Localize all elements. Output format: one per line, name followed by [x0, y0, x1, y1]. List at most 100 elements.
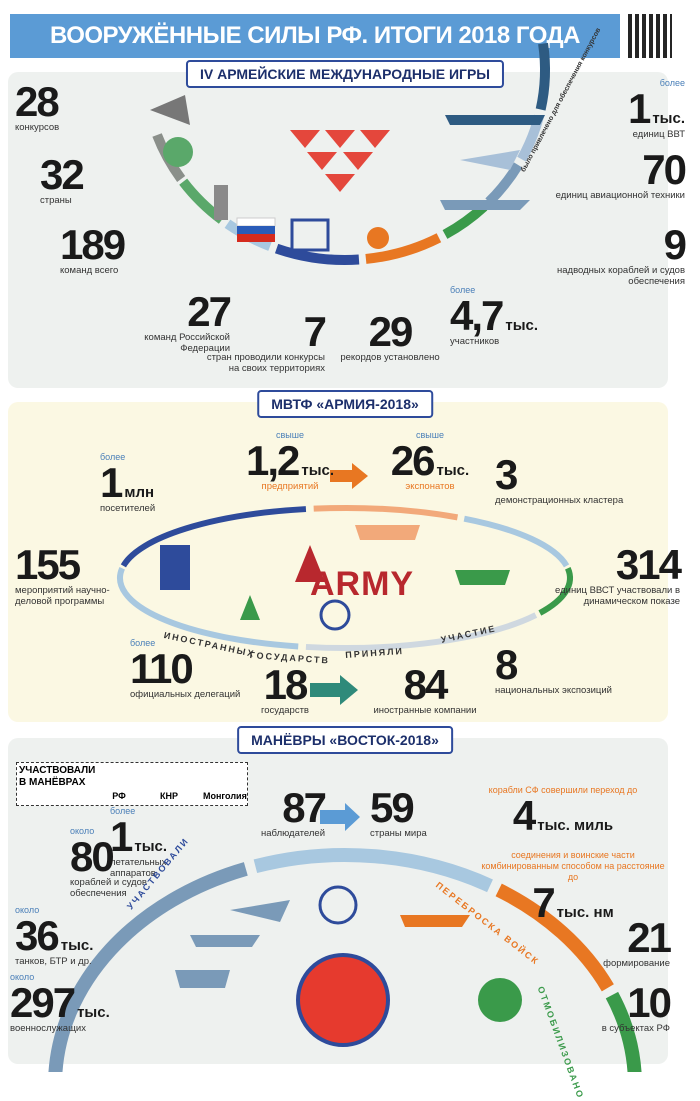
stat-row: 84 — [365, 664, 485, 706]
globe-icon — [318, 885, 358, 925]
stat-unit: тыс. нм — [556, 904, 614, 921]
stat-label: в субъектах РФ — [601, 1023, 670, 1034]
section-games — [8, 72, 668, 388]
stat-row: 26 тыс. — [375, 440, 485, 482]
plane-icon — [230, 900, 290, 922]
stat-label: экспонатов — [405, 481, 455, 492]
arc-segment — [117, 567, 299, 650]
arrow — [330, 463, 368, 489]
stat-value: 155 — [15, 541, 81, 588]
stat-label: участников — [450, 336, 500, 347]
stat-value: 18 — [263, 661, 309, 708]
stat-value: 7 — [532, 879, 555, 926]
plane-icon — [460, 150, 520, 170]
arc-segment — [120, 506, 307, 568]
stat-label: военнослужащих — [10, 1023, 86, 1034]
stat: 314 единиц ВВСТ участвовали в динамическо… — [540, 544, 682, 608]
stat-row: 8 — [495, 644, 625, 686]
section-title: МАНЁВРЫ «ВОСТОК-2018» — [237, 726, 453, 754]
stat-label: государств — [261, 705, 309, 716]
stat-unit: млн — [124, 484, 155, 501]
country-name: КНР — [160, 791, 178, 801]
stat: 7 стран проводили конкурсы на своих терри… — [195, 311, 327, 375]
arrow — [320, 803, 360, 831]
stat-row: 29 — [335, 311, 445, 353]
tank-icon — [355, 525, 420, 540]
arc-segment — [485, 162, 523, 206]
stat-value: 87 — [282, 784, 327, 831]
stat: корабли СФ совершили переход до 4 тыс. мил… — [468, 785, 658, 839]
stat-value: 7 — [303, 308, 327, 355]
stat-prefix: свыше — [276, 430, 304, 440]
stat-value: 80 — [70, 833, 115, 880]
apc-icon — [175, 970, 230, 988]
section-title: МВТФ «АРМИЯ-2018» — [257, 390, 433, 418]
stat-value: 84 — [403, 661, 449, 708]
manoeuvre-emblem — [296, 953, 390, 1047]
stat-label: кораблей и судов обеспечения — [70, 877, 147, 899]
stat: 189 команд всего — [60, 224, 190, 277]
arc-segment — [365, 233, 442, 264]
stat-row: 80 — [70, 836, 180, 878]
stat-value: 4 — [512, 792, 536, 839]
stat-value: 27 — [187, 288, 232, 335]
stat: 10 в субъектах РФ — [585, 982, 672, 1035]
stat-value: 3 — [495, 451, 518, 498]
stat: 21 формирование — [585, 917, 672, 970]
stat: 155 мероприятий научно-деловой программы — [15, 544, 135, 608]
stat: 70 единиц авиационной техники — [550, 149, 687, 202]
stat-label: летательных аппаратов — [110, 857, 167, 879]
arc-segment — [538, 567, 573, 616]
stat-prefix: свыше — [416, 430, 444, 440]
stat-value: 28 — [15, 78, 60, 125]
stat-row: 21 — [585, 917, 672, 959]
stat-row: 314 — [540, 544, 682, 586]
stat: 84 иностранные компании — [365, 664, 485, 717]
stat-label: формирование — [603, 958, 670, 969]
stat-label: иностранные компании — [373, 705, 477, 716]
stat-label: конкурсов — [15, 122, 60, 133]
stat-row: 110 — [130, 648, 250, 690]
arc-segment — [253, 848, 493, 893]
stat-label: демонстрационных кластера — [495, 495, 624, 506]
stat-value: 4,7 — [450, 292, 504, 339]
stat-label: национальных экспозиций — [495, 685, 612, 696]
section-title: IV АРМЕЙСКИЕ МЕЖДУНАРОДНЫЕ ИГРЫ — [185, 60, 505, 88]
stat: около 36 тыс. танков, БТР и др. — [15, 905, 135, 967]
arc-segment — [463, 515, 570, 568]
stat: 3 демонстрационных кластера — [495, 454, 635, 507]
stat-row: 155 — [15, 544, 135, 586]
stat-prefix: более — [450, 285, 476, 295]
stat-row: 28 — [15, 81, 135, 123]
medal-icon — [367, 227, 389, 249]
stat-unit: тыс. — [134, 838, 168, 855]
stat-prefix: около — [10, 972, 35, 982]
stat: 8 национальных экспозиций — [495, 644, 625, 697]
stat-unit: тыс. — [77, 1004, 110, 1021]
stat: более 4,7 тыс. участников — [450, 285, 580, 347]
stat: около 297 тыс. военнослужащих — [10, 972, 140, 1034]
stat: 59 страны мира — [370, 787, 480, 840]
bmp-icon — [455, 570, 510, 585]
stat-row: 9 — [550, 224, 687, 266]
stat-label: рекордов установлено — [340, 352, 440, 363]
arc-segment — [605, 991, 642, 1072]
stat-label: единиц ВВСТ участвовали в динамическом п… — [555, 585, 680, 607]
stat-prefix: более — [659, 78, 685, 88]
arc-segment — [313, 505, 459, 521]
stat-value: 26 — [390, 437, 436, 484]
building-icon — [160, 545, 190, 590]
stat-value: 9 — [663, 221, 687, 268]
army-logo: ARMY — [310, 565, 415, 603]
page-title: ВООРУЖЁННЫЕ СИЛЫ РФ. ИТОГИ 2018 ГОДА — [10, 14, 620, 58]
stat: 87 наблюдателей — [215, 787, 327, 840]
stat-label: страны — [40, 195, 72, 206]
stat-prefix: более — [100, 452, 126, 462]
stat-row: 1 тыс. — [110, 816, 210, 858]
stat-row: 10 — [585, 982, 672, 1024]
stat-label: стран проводили конкурсы на своих террит… — [206, 352, 325, 374]
stat-row: 87 — [215, 787, 327, 829]
stat-value: 1 — [100, 459, 123, 506]
stat-label: официальных делегаций — [130, 689, 241, 700]
stat-row: 18 — [240, 664, 330, 706]
